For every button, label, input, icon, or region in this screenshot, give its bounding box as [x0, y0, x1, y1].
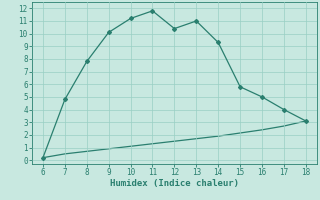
- X-axis label: Humidex (Indice chaleur): Humidex (Indice chaleur): [110, 179, 239, 188]
